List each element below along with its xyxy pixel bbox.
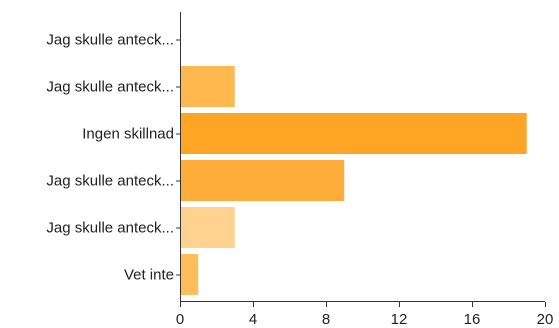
category-label-4: Jag skulle anteck... bbox=[46, 220, 174, 237]
x-tick-label-0: 0 bbox=[176, 311, 184, 328]
bar-5 bbox=[181, 254, 199, 295]
bar-2 bbox=[181, 113, 527, 154]
bar-1 bbox=[181, 66, 235, 107]
category-label-2: Ingen skillnad bbox=[82, 126, 174, 143]
x-tick-label-5: 20 bbox=[537, 311, 554, 328]
bar-3 bbox=[181, 160, 345, 201]
category-labels: Jag skulle anteck... Jag skulle anteck...… bbox=[46, 32, 174, 284]
x-tick-label-1: 4 bbox=[249, 311, 257, 328]
x-tick-label-4: 16 bbox=[464, 311, 481, 328]
category-label-1: Jag skulle anteck... bbox=[46, 79, 174, 96]
category-label-0: Jag skulle anteck... bbox=[46, 32, 174, 49]
category-label-3: Jag skulle anteck... bbox=[46, 173, 174, 190]
x-tick-label-3: 12 bbox=[391, 311, 408, 328]
x-axis-ticks: 0 4 8 12 16 20 bbox=[176, 302, 554, 328]
bar-4 bbox=[181, 207, 235, 248]
category-label-5: Vet inte bbox=[124, 267, 174, 284]
y-axis-ticks bbox=[176, 39, 180, 276]
x-tick-label-2: 8 bbox=[322, 311, 330, 328]
bars-group bbox=[181, 66, 527, 295]
